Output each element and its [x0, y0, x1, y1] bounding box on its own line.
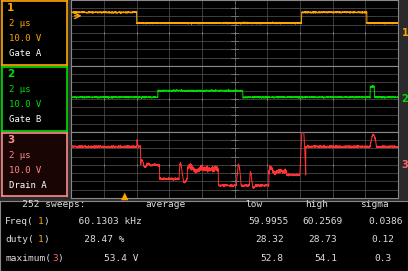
Text: 10.0 V: 10.0 V [9, 34, 41, 43]
Text: 28.73: 28.73 [308, 235, 337, 244]
Text: sigma: sigma [360, 200, 389, 209]
Text: 3: 3 [52, 254, 58, 263]
Text: 0.12: 0.12 [371, 235, 394, 244]
Text: 2: 2 [7, 69, 15, 79]
Text: 2 μs: 2 μs [9, 19, 30, 28]
Text: 52.8: 52.8 [260, 254, 283, 263]
Text: ▲: ▲ [121, 191, 128, 201]
Text: low: low [245, 200, 262, 209]
Text: Gate B: Gate B [9, 115, 41, 124]
Text: 60.2569: 60.2569 [302, 217, 342, 226]
Text: average: average [145, 200, 185, 209]
Text: 10.0 V: 10.0 V [9, 100, 41, 109]
Text: )      28.47 %: ) 28.47 % [44, 235, 124, 244]
Text: 0.3: 0.3 [374, 254, 391, 263]
Text: 59.9955: 59.9955 [248, 217, 288, 226]
Text: 1: 1 [7, 3, 15, 13]
Text: 252 sweeps:: 252 sweeps: [5, 200, 86, 209]
Text: 54.1: 54.1 [314, 254, 337, 263]
Text: 1: 1 [38, 235, 44, 244]
Text: )       53.4 V: ) 53.4 V [58, 254, 138, 263]
Text: 1: 1 [38, 217, 44, 226]
Text: maximum(: maximum( [5, 254, 51, 263]
Text: 10.0 V: 10.0 V [9, 166, 41, 175]
Text: )     60.1303 kHz: ) 60.1303 kHz [44, 217, 142, 226]
Text: Gate A: Gate A [9, 49, 41, 58]
Text: 2 μs: 2 μs [9, 85, 30, 94]
Text: 0.0386: 0.0386 [368, 217, 403, 226]
Text: Drain A: Drain A [9, 181, 46, 190]
Text: 3: 3 [7, 135, 15, 145]
Text: 2: 2 [402, 94, 408, 104]
Text: 3: 3 [402, 160, 408, 170]
Text: 28.32: 28.32 [255, 235, 284, 244]
Text: 2 μs: 2 μs [9, 151, 30, 160]
Text: high: high [305, 200, 328, 209]
Text: Freq(: Freq( [5, 217, 34, 226]
Text: 1: 1 [402, 28, 408, 38]
Text: duty(: duty( [5, 235, 34, 244]
